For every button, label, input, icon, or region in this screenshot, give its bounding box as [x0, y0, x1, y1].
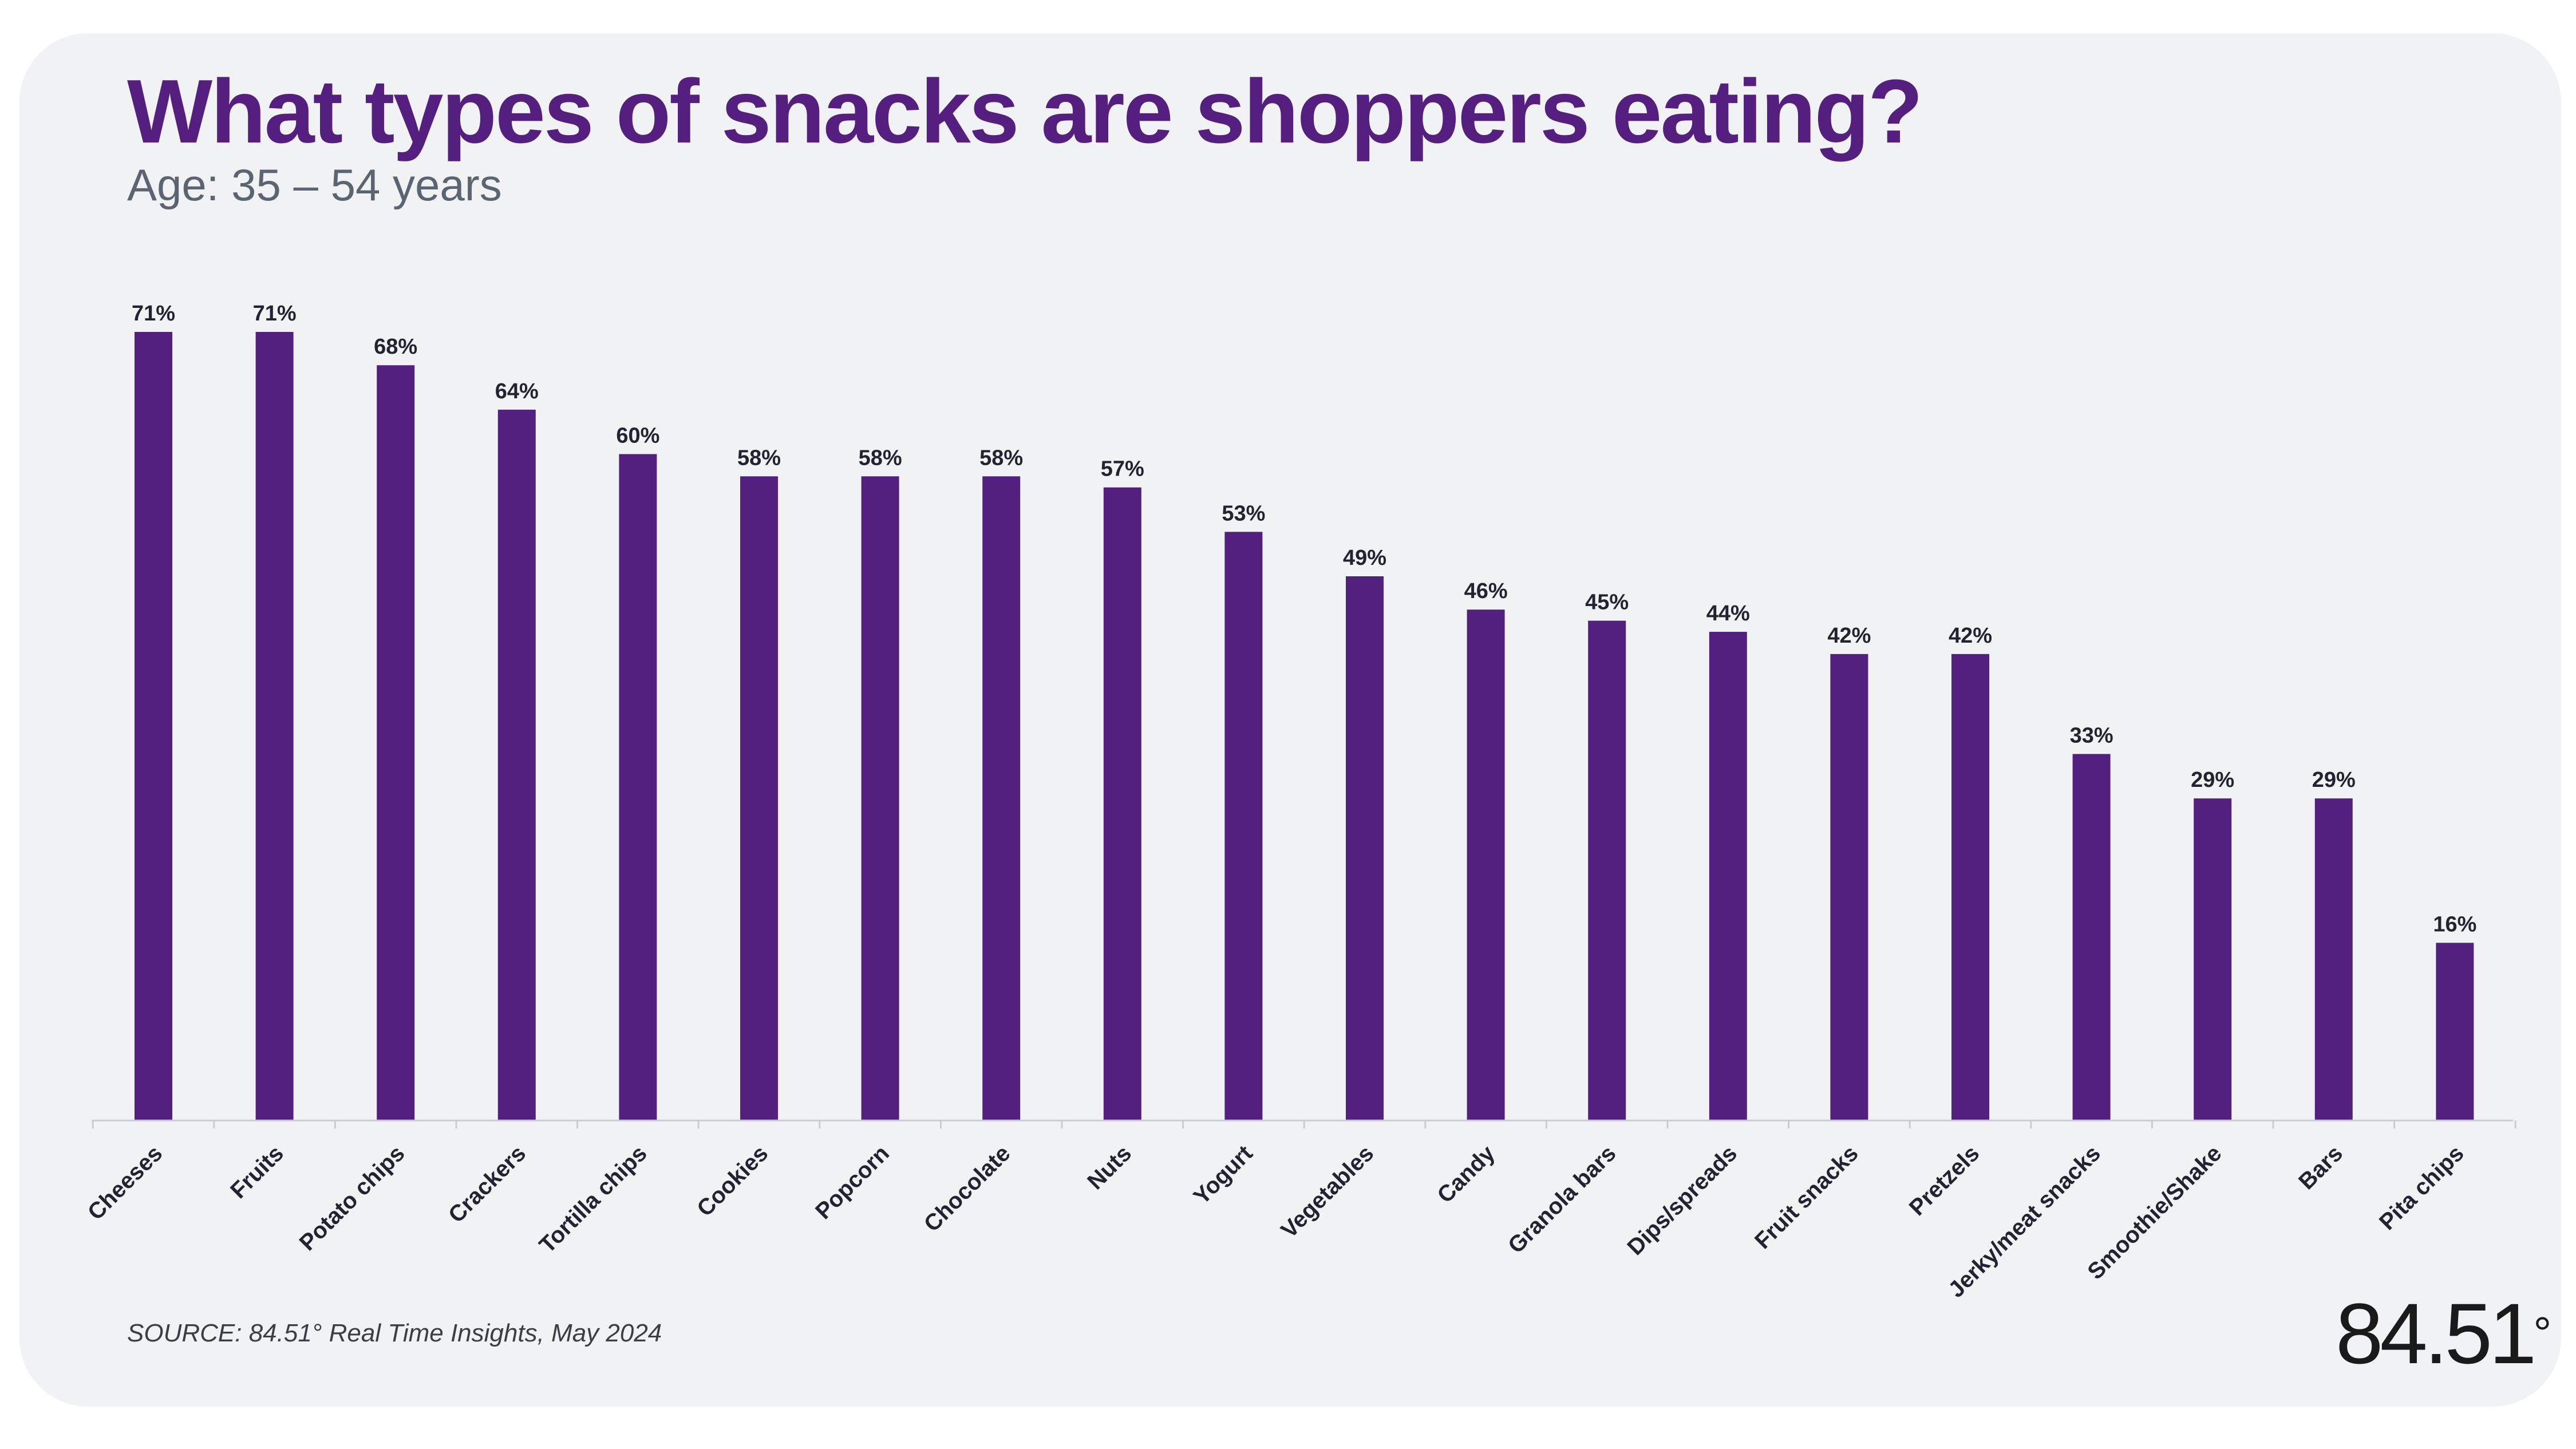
category-label-cookies: Cookies [692, 1141, 773, 1221]
category-label-pita-chips: Pita chips [2374, 1141, 2469, 1235]
value-label-dips-spreads: 44% [1706, 601, 1750, 625]
category-label-granola-bars: Granola bars [1503, 1141, 1621, 1258]
category-label-vegetables: Vegetables [1276, 1141, 1378, 1243]
category-label-fruit-snacks: Fruit snacks [1750, 1141, 1863, 1254]
category-label-fruits: Fruits [226, 1141, 289, 1203]
bar-pretzels [1951, 654, 1989, 1121]
chart-subtitle: Age: 35 – 54 years [127, 160, 502, 210]
bar-granola-bars [1588, 620, 1626, 1121]
bar-yogurt [1224, 532, 1263, 1121]
category-label-smoothie-shake: Smoothie/Shake [2083, 1141, 2226, 1284]
category-label-popcorn: Popcorn [811, 1141, 894, 1224]
bar-chocolate [982, 476, 1021, 1121]
category-label-crackers: Crackers [444, 1141, 531, 1228]
value-label-fruits: 71% [253, 302, 297, 326]
bar-vegetables [1346, 576, 1384, 1121]
bar-crackers [497, 409, 536, 1121]
value-label-chocolate: 58% [979, 446, 1023, 470]
category-label-pretzels: Pretzels [1905, 1141, 1985, 1221]
value-label-cheeses: 71% [132, 302, 175, 326]
category-label-yogurt: Yogurt [1189, 1141, 1258, 1209]
bar-potato-chips [377, 365, 415, 1121]
brand-logo: 84.51° [2336, 1290, 2551, 1376]
x-axis-ticks [92, 1121, 2516, 1129]
value-label-granola-bars: 45% [1585, 591, 1629, 615]
category-label-potato-chips: Potato chips [295, 1141, 410, 1256]
value-label-fruit-snacks: 42% [1827, 624, 1871, 648]
value-label-crackers: 64% [495, 379, 539, 403]
category-label-nuts: Nuts [1082, 1141, 1136, 1194]
bar-nuts [1103, 487, 1141, 1121]
category-label-chocolate: Chocolate [919, 1141, 1016, 1237]
bar-popcorn [861, 476, 899, 1121]
bar-candy [1467, 609, 1505, 1121]
category-label-cheeses: Cheeses [83, 1141, 167, 1225]
value-label-smoothie-shake: 29% [2191, 768, 2234, 792]
chart-card [19, 33, 2561, 1407]
source-note: SOURCE: 84.51° Real Time Insights, May 2… [127, 1319, 662, 1347]
bar-pita-chips [2436, 943, 2474, 1121]
bar-bars [2314, 798, 2353, 1121]
value-label-cookies: 58% [737, 446, 781, 470]
bar-cheeses [135, 332, 172, 1121]
bar-tortilla-chips [619, 454, 657, 1121]
value-label-potato-chips: 68% [374, 335, 417, 359]
bar-dips-spreads [1709, 632, 1747, 1121]
value-label-yogurt: 53% [1222, 501, 1265, 525]
value-label-pita-chips: 16% [2433, 912, 2476, 936]
value-labels: 71% 71% 68% 64% 60% 58% 58% 58% 57% 53% 49% 46% 45% 4… [132, 302, 2476, 936]
bar-cookies [740, 476, 778, 1121]
bar-smoothie-shake [2194, 798, 2232, 1121]
bar-jerky-meat-snacks [2072, 754, 2111, 1121]
value-label-nuts: 57% [1101, 457, 1144, 481]
bar-fruit-snacks [1830, 654, 1868, 1121]
value-label-bars: 29% [2312, 768, 2356, 792]
value-label-pretzels: 42% [1949, 624, 1992, 648]
value-label-candy: 46% [1464, 579, 1508, 603]
category-labels: Cheeses Fruits Potato chips Crackers Tortill… [83, 1141, 2469, 1302]
logo-text: 84.51 [2336, 1285, 2537, 1381]
value-label-popcorn: 58% [859, 446, 902, 470]
value-label-vegetables: 49% [1343, 546, 1386, 570]
category-label-tortilla-chips: Tortilla chips [535, 1141, 652, 1258]
chart-title: What types of snacks are shoppers eating… [127, 61, 1923, 162]
category-label-candy: Candy [1432, 1141, 1500, 1208]
bars [135, 332, 2474, 1121]
value-label-jerky-meat-snacks: 33% [2070, 724, 2113, 748]
value-label-tortilla-chips: 60% [616, 423, 659, 448]
category-label-bars: Bars [2294, 1141, 2348, 1194]
logo-degree: ° [2533, 1308, 2552, 1359]
category-label-dips-spreads: Dips/spreads [1622, 1141, 1742, 1260]
bar-fruits [255, 332, 294, 1121]
